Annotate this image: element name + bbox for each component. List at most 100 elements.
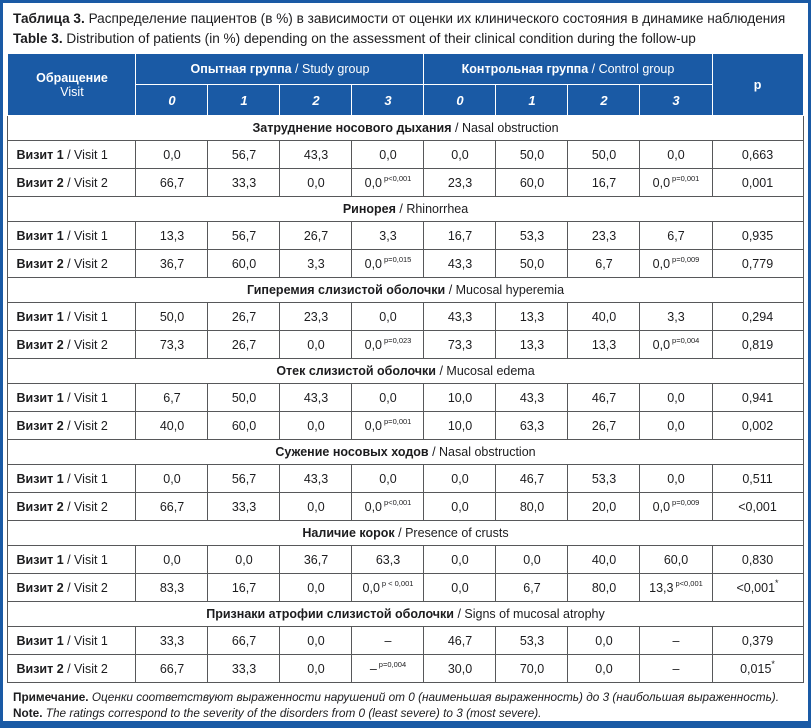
p-value-cell: 0,663: [711, 140, 804, 169]
study-score-cell: 56,7: [207, 221, 281, 250]
caption-en-text: Distribution of patients (in %) dependin…: [66, 31, 696, 46]
control-score-cell: 43,3: [423, 249, 497, 278]
note-ru-text: Оценки соответствуют выраженности наруше…: [91, 690, 779, 704]
control-score-cell: 13,3: [567, 330, 641, 359]
control-score-cell: 23,3: [423, 168, 497, 197]
p-annotation: p<0,001: [384, 497, 412, 507]
section-title-cell: Отек слизистой оболочки / Mucosal edema: [7, 358, 804, 384]
caption-ru-label: Таблица 3.: [13, 11, 85, 26]
visit-data-row: Визит 2 / Visit 2 83,3 16,7 0,0 0,0 p < 0,001…: [7, 573, 804, 602]
study-score-cell: 56,7: [207, 140, 281, 169]
study-score-cell: 0,0: [351, 464, 425, 493]
p-annotation: p=0,009: [672, 254, 700, 264]
visit-column-header: Обращение Visit: [7, 53, 137, 116]
visit-data-row: Визит 1 / Visit 1 13,3 56,7 26,7 3,3 16,7 53,3…: [7, 221, 804, 250]
p-value-cell: <0,001: [711, 492, 804, 521]
section-title-cell: Сужение носовых ходов / Nasal obstructio…: [7, 439, 804, 465]
study-score-cell: 43,3: [279, 383, 353, 412]
visit-label-cell: Визит 1 / Visit 1: [7, 545, 137, 574]
control-score-cell: 10,0: [423, 411, 497, 440]
study-score-cell: 0,0 p<0,001: [351, 168, 425, 197]
study-score-cell: 0,0: [135, 140, 209, 169]
control-group-ru: Контрольная группа: [461, 62, 589, 76]
score-header-0: 0: [135, 84, 209, 116]
control-score-cell: 50,0: [495, 140, 569, 169]
control-score-cell: 73,3: [423, 330, 497, 359]
caption-ru-text: Распределение пациентов (в %) в зависимо…: [88, 11, 786, 26]
study-score-cell: – p=0,004: [351, 654, 425, 683]
visit-header-en: Visit: [60, 84, 84, 99]
control-score-cell: 26,7: [567, 411, 641, 440]
figure-notes: Примечание. Оценки соответствуют выражен…: [3, 683, 808, 721]
p-value-cell: 0,015*: [711, 654, 804, 683]
p-value-cell: 0,830: [711, 545, 804, 574]
visit-label-cell: Визит 1 / Visit 1: [7, 140, 137, 169]
p-value-cell: 0,001: [711, 168, 804, 197]
control-score-cell: 50,0: [495, 249, 569, 278]
visit-label-cell: Визит 2 / Visit 2: [7, 654, 137, 683]
control-score-cell: 60,0: [639, 545, 713, 574]
control-score-cell: 0,0 p=0,009: [639, 492, 713, 521]
visit-data-row: Визит 2 / Visit 2 66,7 33,3 0,0 0,0 p<0,001 0,…: [7, 492, 804, 521]
score-header-3: 3: [351, 84, 425, 116]
visit-data-row: Визит 2 / Visit 2 66,7 33,3 0,0 0,0 p<0,001 23…: [7, 168, 804, 197]
study-score-cell: 0,0 p=0,015: [351, 249, 425, 278]
study-score-cell: 66,7: [135, 654, 209, 683]
control-score-cell: 46,7: [495, 464, 569, 493]
study-score-cell: 60,0: [207, 249, 281, 278]
section-title-cell: Ринорея / Rhinorrhea: [7, 196, 804, 222]
study-score-cell: 0,0: [279, 573, 353, 602]
control-score-cell: 6,7: [639, 221, 713, 250]
control-score-cell: 13,3 p<0,001: [639, 573, 713, 602]
control-score-cell: 0,0: [423, 140, 497, 169]
control-score-cell: 0,0: [567, 626, 641, 655]
study-score-cell: 0,0: [135, 464, 209, 493]
study-score-cell: 43,3: [279, 140, 353, 169]
study-score-cell: 66,7: [207, 626, 281, 655]
study-score-cell: 0,0 p < 0,001: [351, 573, 425, 602]
p-annotation: p=0,015: [384, 254, 412, 264]
control-score-cell: 0,0: [639, 140, 713, 169]
asterisk-annotation: *: [771, 659, 775, 670]
asterisk-annotation: *: [775, 578, 779, 589]
p-value-cell: 0,935: [711, 221, 804, 250]
p-value-cell: 0,379: [711, 626, 804, 655]
note-ru-label: Примечание.: [13, 690, 89, 704]
control-group-header: Контрольная группа / Control group: [423, 53, 713, 85]
control-score-cell: 0,0 p=0,004: [639, 330, 713, 359]
control-score-cell: –: [639, 654, 713, 683]
control-score-cell: 63,3: [495, 411, 569, 440]
visit-data-row: Визит 1 / Visit 1 33,3 66,7 0,0–46,7 53,3 0,0…: [7, 626, 804, 655]
control-score-cell: 53,3: [495, 626, 569, 655]
study-score-cell: 0,0: [135, 545, 209, 574]
control-score-cell: 46,7: [567, 383, 641, 412]
control-score-cell: 53,3: [495, 221, 569, 250]
study-score-cell: 0,0: [279, 168, 353, 197]
visit-data-row: Визит 1 / Visit 1 0,0 56,7 43,3 0,0 0,0 50,0 50…: [7, 140, 804, 169]
control-score-cell: 60,0: [495, 168, 569, 197]
control-score-cell: 0,0: [423, 545, 497, 574]
score-header-2: 2: [279, 84, 353, 116]
study-score-cell: 26,7: [207, 302, 281, 331]
separator: /: [291, 62, 302, 76]
p-annotation: p=0,004: [378, 659, 407, 669]
section-title-cell: Гиперемия слизистой оболочки / Mucosal h…: [7, 277, 804, 303]
control-score-cell: 0,0: [423, 573, 497, 602]
study-score-cell: 36,7: [135, 249, 209, 278]
study-score-cell: 0,0: [279, 492, 353, 521]
note-en-text: The ratings correspond to the severity o…: [45, 706, 542, 720]
study-score-cell: 3,3: [279, 249, 353, 278]
control-score-cell: 0,0: [567, 654, 641, 683]
p-annotation: p=0,004: [672, 335, 700, 345]
section-title-cell: Затруднение носового дыхания / Nasal obs…: [7, 115, 804, 141]
control-score-cell: 0,0: [639, 411, 713, 440]
visit-header-ru: Обращение: [36, 70, 108, 85]
p-annotation: p<0,001: [675, 578, 703, 588]
distribution-table: Обращение Visit Опытная группа / Study g…: [7, 53, 804, 683]
control-score-cell: 30,0: [423, 654, 497, 683]
study-score-cell: 0,0 p<0,001: [351, 492, 425, 521]
control-score-cell: 0,0 p=0,001: [639, 168, 713, 197]
study-score-cell: 26,7: [207, 330, 281, 359]
study-group-en: Study group: [302, 62, 370, 76]
score-header-0: 0: [423, 84, 497, 116]
